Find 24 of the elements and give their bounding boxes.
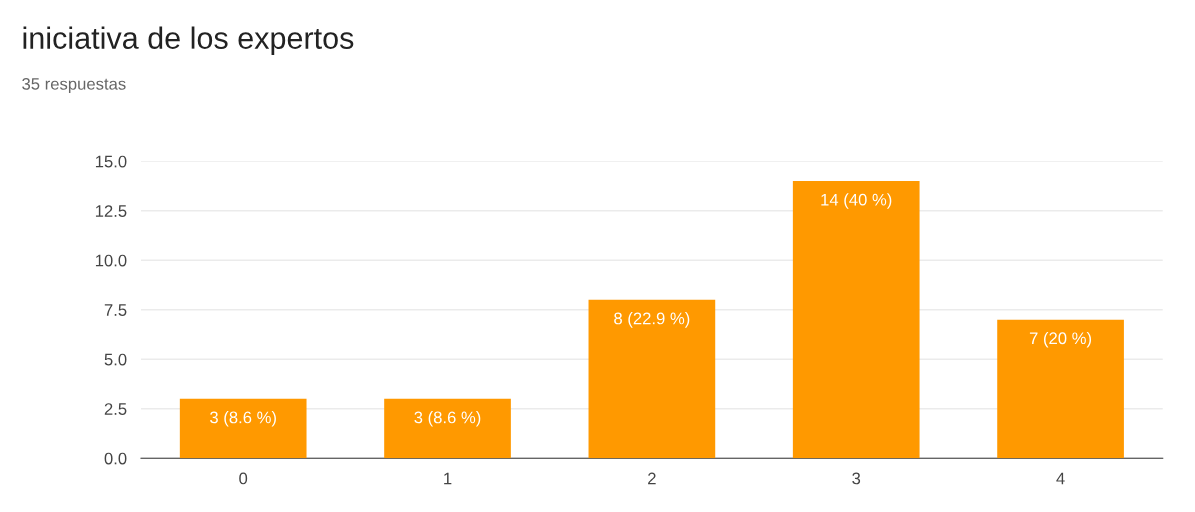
bar — [588, 299, 716, 459]
y-tick-label: 2.5 — [104, 403, 127, 415]
y-tick-label: 12.5 — [95, 205, 127, 217]
bar — [179, 398, 307, 459]
data-label: 7 (20 %) — [1029, 331, 1092, 348]
y-tick-label: 5.0 — [104, 353, 127, 366]
x-tick-label: 2 — [648, 472, 656, 485]
bar — [997, 319, 1124, 459]
chart-subtitle: 35 respuestas — [22, 77, 126, 94]
x-tick-label: 3 — [852, 472, 861, 485]
y-tick-label: 15.0 — [95, 155, 127, 168]
x-tick-label: 1 — [444, 472, 452, 485]
y-tick-label: 7.5 — [104, 304, 127, 316]
y-tick-label: 0.0 — [104, 452, 127, 465]
y-tick-label: 10.0 — [95, 254, 127, 267]
data-label: 3 (8.6 %) — [210, 411, 276, 427]
bar — [384, 398, 511, 459]
data-label: 14 (40 %) — [821, 193, 892, 209]
x-tick-label: 0 — [239, 472, 248, 485]
chart-title: iniciativa de los expertos — [23, 26, 354, 55]
x-tick-label: 4 — [1056, 472, 1065, 485]
data-label: 3 (8.6 %) — [414, 411, 481, 427]
bar — [792, 181, 920, 459]
data-label: 8 (22.9 %) — [614, 312, 690, 328]
